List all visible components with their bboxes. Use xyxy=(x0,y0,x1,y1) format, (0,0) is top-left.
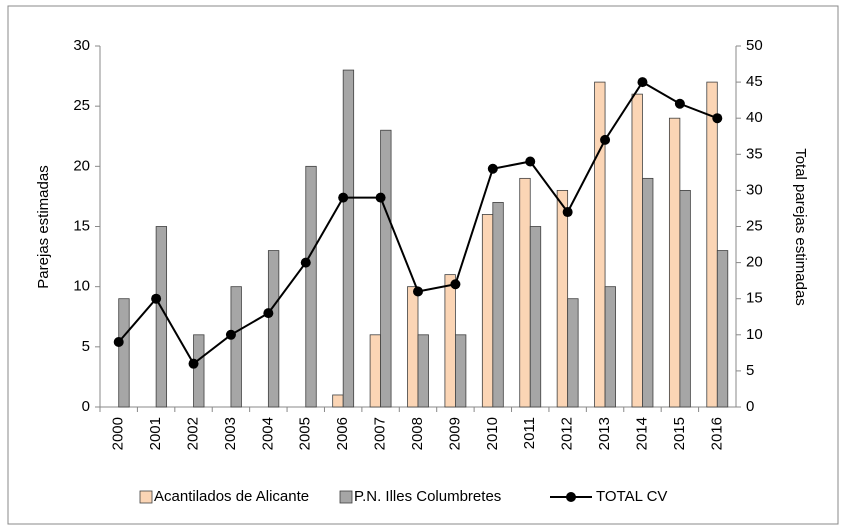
bar xyxy=(716,250,729,408)
bar xyxy=(380,129,392,408)
y-tick-label: 25 xyxy=(73,97,90,114)
y2-tick-label: 35 xyxy=(746,145,763,162)
x-tick-label: 2005 xyxy=(297,417,314,450)
bar xyxy=(230,286,242,408)
x-tick-label: 2014 xyxy=(633,417,650,450)
bar xyxy=(193,334,205,408)
x-tick-label: 2010 xyxy=(484,417,501,450)
bar xyxy=(332,394,344,408)
bar xyxy=(267,250,280,408)
line-marker xyxy=(712,113,723,124)
bar xyxy=(567,298,579,408)
y2-tick-label: 5 xyxy=(746,362,754,379)
bar xyxy=(455,334,467,408)
x-tick-label: 2000 xyxy=(110,417,127,450)
x-tick-label: 2013 xyxy=(596,417,613,450)
line-marker xyxy=(525,156,536,167)
bar xyxy=(642,177,654,408)
legend-swatch xyxy=(139,490,153,504)
line-marker xyxy=(637,77,648,88)
x-tick-label: 2001 xyxy=(147,417,164,450)
line-marker xyxy=(188,358,199,369)
y-tick-label: 0 xyxy=(82,398,90,415)
bar xyxy=(407,286,419,408)
line-marker xyxy=(300,257,311,268)
x-tick-label: 2003 xyxy=(222,417,239,450)
legend-swatch xyxy=(339,490,353,504)
bar xyxy=(481,214,494,408)
y2-axis-title: Total parejas estimadas xyxy=(792,148,809,306)
line-marker xyxy=(113,337,124,348)
x-tick-label: 2016 xyxy=(708,417,725,450)
bar xyxy=(444,274,456,408)
x-tick-label: 2015 xyxy=(671,417,688,450)
y-tick-label: 15 xyxy=(73,217,90,234)
y2-tick-label: 20 xyxy=(746,254,763,271)
bar xyxy=(305,165,317,408)
x-tick-label: 2004 xyxy=(259,417,276,450)
x-tick-label: 2011 xyxy=(521,417,538,449)
y2-tick-label: 40 xyxy=(746,109,763,126)
bar xyxy=(706,81,718,408)
bar xyxy=(519,177,531,408)
y-axis-title: Parejas estimadas xyxy=(35,165,52,288)
y-tick-label: 20 xyxy=(73,157,90,174)
legend-label: Acantilados de Alicante xyxy=(154,488,309,505)
y2-tick-label: 0 xyxy=(746,398,754,415)
bar xyxy=(492,202,504,408)
bar xyxy=(631,93,643,408)
bar xyxy=(529,226,542,408)
line-marker xyxy=(674,98,685,109)
line-marker xyxy=(562,207,573,218)
line-marker xyxy=(413,286,423,297)
y2-tick-label: 50 xyxy=(746,37,763,54)
bar xyxy=(369,334,381,408)
bar xyxy=(118,298,130,408)
line-marker xyxy=(375,192,386,203)
bar xyxy=(342,69,355,408)
line-marker xyxy=(151,293,162,304)
line-marker xyxy=(487,163,498,174)
bar xyxy=(594,81,606,408)
y-tick-label: 5 xyxy=(82,338,90,355)
y-tick-label: 30 xyxy=(73,37,90,54)
bar xyxy=(604,286,616,408)
x-tick-label: 2002 xyxy=(184,417,201,450)
bar xyxy=(556,189,569,408)
line-marker xyxy=(600,134,611,145)
y2-tick-label: 10 xyxy=(746,326,763,343)
x-tick-label: 2012 xyxy=(559,417,576,450)
bar xyxy=(417,334,429,408)
chart-frame xyxy=(7,5,839,525)
x-tick-label: 2006 xyxy=(334,417,351,450)
y2-tick-label: 15 xyxy=(746,290,763,307)
x-tick-label: 2009 xyxy=(446,417,463,450)
legend-label: P.N. Illes Columbretes xyxy=(354,488,501,505)
x-tick-label: 2008 xyxy=(409,417,426,450)
line-marker xyxy=(225,329,236,340)
bar xyxy=(668,117,681,408)
line-marker xyxy=(263,308,274,319)
legend-label: TOTAL CV xyxy=(596,488,667,505)
y-tick-label: 10 xyxy=(73,278,90,295)
y2-tick-label: 25 xyxy=(746,217,763,234)
line-marker xyxy=(338,192,349,203)
bar xyxy=(679,189,691,408)
legend-swatch xyxy=(566,492,576,502)
y2-tick-label: 45 xyxy=(746,73,763,90)
x-tick-label: 2007 xyxy=(372,417,389,450)
y2-tick-label: 30 xyxy=(746,181,763,198)
line-marker xyxy=(450,279,461,290)
bar xyxy=(155,226,168,408)
